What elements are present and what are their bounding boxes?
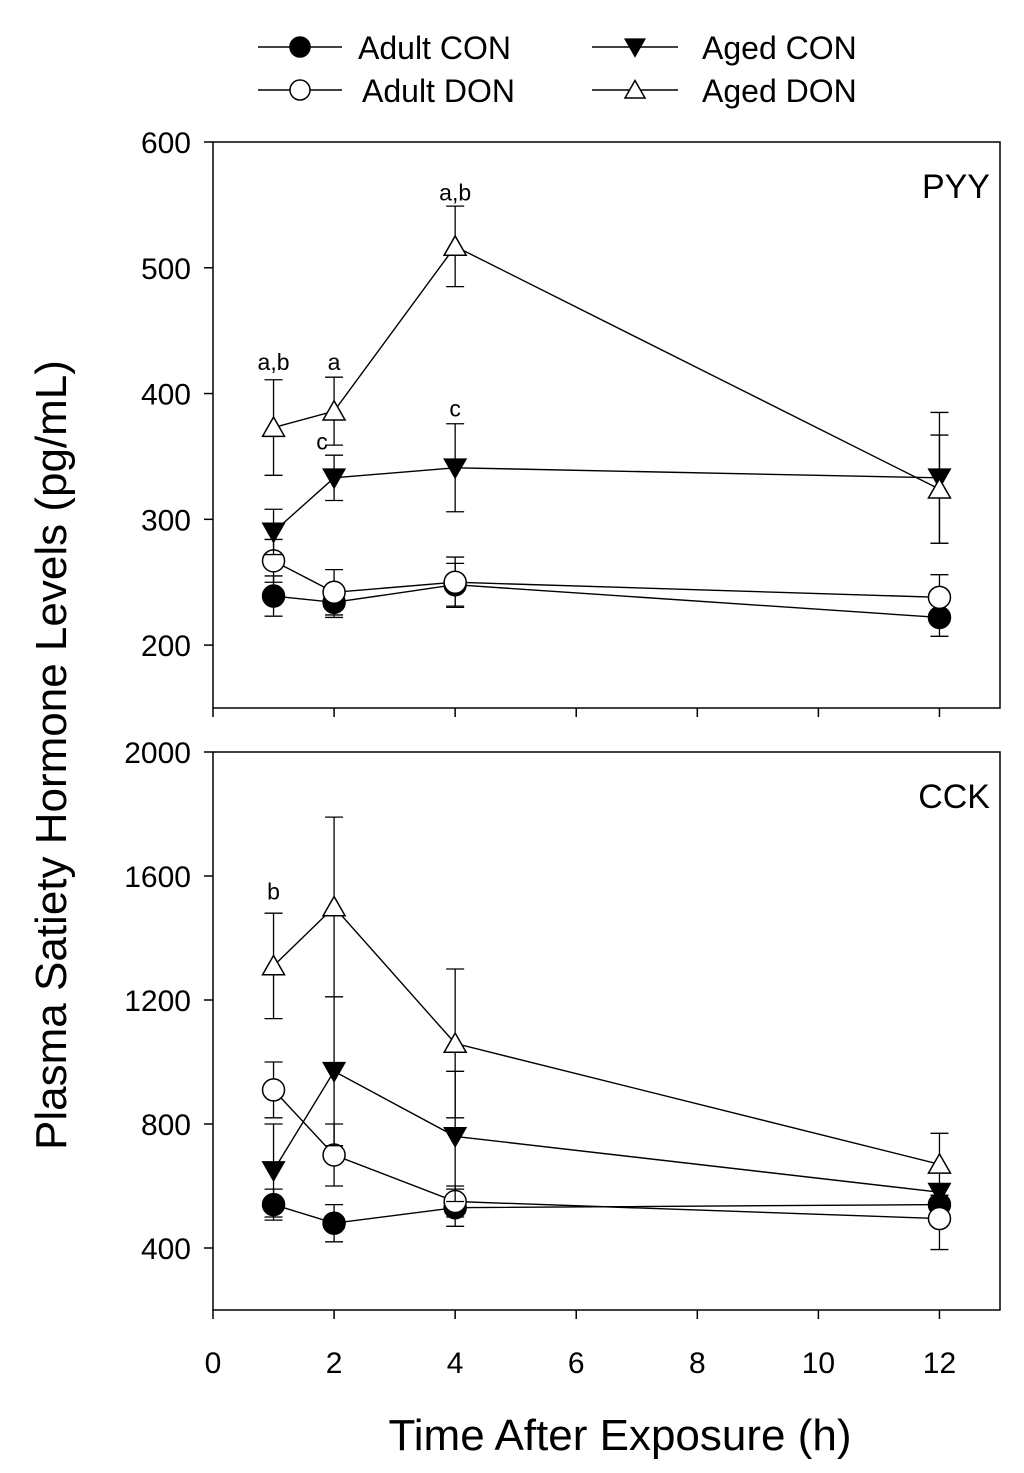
pyy-aged-don-point [927,477,952,499]
pyy-panel-label: PYY [922,168,990,206]
legend: Adult CON Adult DON Aged CON Aged DON [258,30,857,109]
cck-panel: 400 800 1200 1600 2000 0 2 4 6 8 10 12 CCK b [124,737,1001,1380]
pyy-plot-frame [212,141,1001,709]
pyy-aged-don-point [261,415,286,438]
cck-adult-con-line [273,1203,940,1224]
pyy-aged-con-line [273,467,940,533]
y-axis-title: Plasma Satiety Hormone Levels (pg/mL) [27,360,76,1150]
pyy-aged-con-point [443,458,468,480]
legend-marker-aged-con [623,38,647,58]
legend-marker-adult-con [289,36,311,58]
cck-significance-label: b [267,879,280,905]
x-tick-label: 6 [568,1347,585,1380]
legend-label-adult-don: Adult DON [362,73,515,109]
cck-y-tick-label: 1200 [124,985,191,1018]
cck-aged-don-point [261,953,286,976]
pyy-adult-con-point [261,584,286,608]
x-tick-label: 2 [326,1347,343,1380]
cck-aged-con-line [272,1070,940,1193]
cck-adult-don-line [273,1089,940,1220]
cck-aged-don-line [273,905,940,1165]
pyy-aged-don-point [321,399,347,421]
pyy-aged-con-point [322,468,347,490]
legend-marker-aged-don [623,78,647,99]
x-tick-label: 10 [802,1347,835,1380]
pyy-y-tick-label: 300 [141,504,191,537]
pyy-significance-label: a [328,349,341,375]
pyy-significance-label: c [449,396,461,422]
pyy-y-tick-label: 500 [141,253,191,286]
cck-adult-con-point [322,1211,346,1235]
pyy-significance-label: a,b [258,349,290,375]
cck-aged-con-point [443,1126,468,1149]
pyy-panel: 200 300 400 500 600 PYY a,b a a,b c c [141,127,1001,717]
x-tick-label: 0 [205,1347,222,1380]
pyy-aged-don-point [442,234,468,256]
cck-aged-con-point [322,1061,347,1083]
pyy-significance-label: a,b [439,179,471,205]
pyy-adult-don-point [322,580,346,605]
pyy-adult-don-point [443,570,467,594]
pyy-adult-don-line [273,560,940,599]
x-tick-label: 8 [689,1347,706,1380]
legend-label-adult-con: Adult CON [358,30,511,66]
cck-y-tick-label: 400 [141,1233,191,1266]
x-tick-label: 4 [447,1347,464,1380]
cck-adult-don-point [261,1078,286,1102]
cck-aged-don-point [321,895,347,917]
cck-aged-con-point [261,1161,286,1183]
pyy-adult-con-line [273,584,940,619]
cck-aged-don-point [442,1031,468,1053]
pyy-aged-don-line [273,245,940,490]
cck-y-tick-label: 800 [141,1109,191,1142]
x-tick-label: 12 [923,1347,956,1380]
legend-marker-adult-don [289,79,311,101]
pyy-significance-label: c [316,428,328,454]
pyy-y-tick-label: 400 [141,379,191,412]
cck-adult-don-point [322,1143,346,1167]
legend-label-aged-don: Aged DON [702,73,857,109]
cck-panel-label: CCK [918,778,990,816]
pyy-adult-don-point [927,585,952,610]
cck-plot-frame [212,751,1001,1311]
cck-y-tick-label: 2000 [124,737,191,770]
cck-adult-don-point [927,1206,952,1231]
cck-y-tick-label: 1600 [124,861,191,894]
pyy-aged-con-point [261,522,286,544]
pyy-y-tick-label: 600 [141,127,191,160]
cck-aged-don-point [927,1152,952,1174]
legend-label-aged-con: Aged CON [702,30,857,66]
pyy-y-tick-label: 200 [141,630,191,663]
x-axis-title: Time After Exposure (h) [389,1411,852,1460]
